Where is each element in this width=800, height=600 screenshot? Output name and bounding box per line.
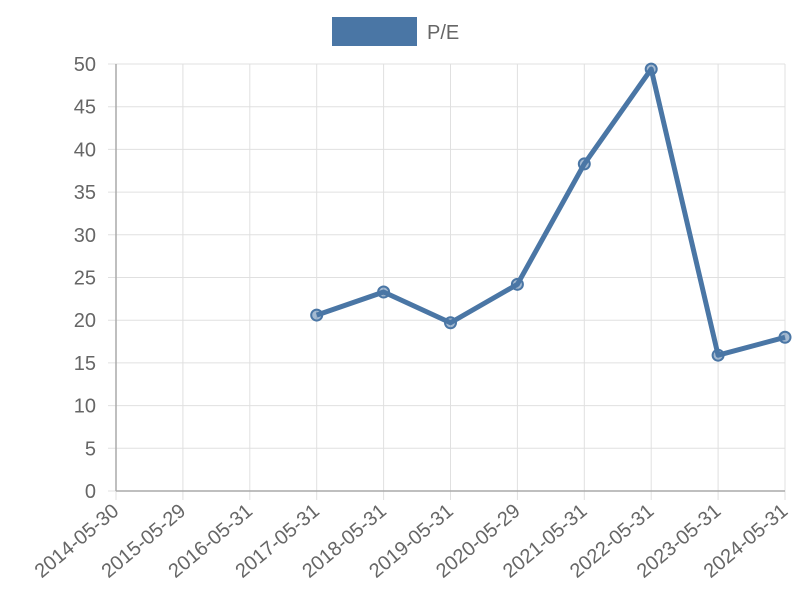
y-tick-label: 50 (74, 54, 96, 76)
y-tick-label: 0 (85, 481, 96, 503)
y-tick-label: 5 (85, 438, 96, 460)
data-point (377, 285, 391, 299)
y-tick-label: 40 (74, 139, 96, 161)
y-tick-label: 45 (74, 97, 96, 119)
y-tick-label: 35 (74, 182, 96, 204)
y-tick-label: 20 (74, 310, 96, 332)
legend-swatch (332, 17, 417, 46)
legend-label: P/E (427, 22, 459, 44)
data-point (444, 316, 457, 330)
data-point (644, 62, 658, 76)
y-tick-label: 25 (74, 268, 96, 290)
y-tick-label: 15 (74, 353, 96, 375)
data-point (510, 277, 524, 291)
data-point (577, 157, 591, 171)
y-tick-label: 10 (74, 396, 96, 418)
y-tick-label: 30 (74, 225, 96, 247)
series-line (315, 66, 786, 358)
data-point (778, 330, 792, 344)
data-point (711, 348, 725, 362)
data-point (310, 308, 324, 322)
